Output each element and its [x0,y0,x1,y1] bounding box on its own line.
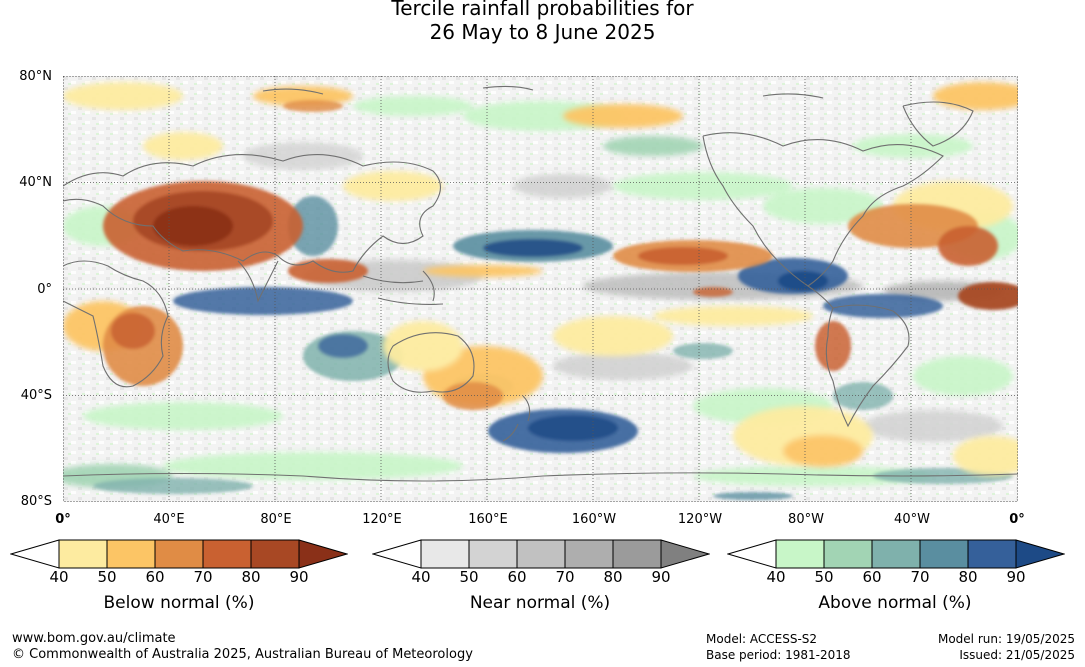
lon-label-120e: 120°E [362,512,402,527]
lon-label-0-right: 0° [1009,512,1025,527]
rainfall-probability-map [63,76,1018,502]
near-normal-swatch-2 [468,539,518,569]
lon-label-160w: 160°W [571,512,617,527]
footer-url: www.bom.gov.au/climate [12,631,176,646]
below-normal-title: Below normal (%) [103,593,255,613]
lat-label-80n: 80°N [19,69,52,84]
near-normal-arrow-low [372,539,422,569]
lon-label-80e: 80°E [260,512,292,527]
above-normal-tick-label: 50 [814,568,834,586]
below-normal-tick-label: 50 [97,568,117,586]
lon-label-0-left: 0° [55,512,71,527]
near-normal-tick-label: 80 [603,568,623,586]
below-normal-tick-label: 40 [49,568,69,586]
below-normal-swatch-2 [106,539,156,569]
below-normal-swatch-4 [202,539,252,569]
above-normal-title: Above normal (%) [818,593,972,613]
near-normal-tick-label: 60 [507,568,527,586]
near-normal-colorbar-graphic [372,539,710,569]
above-normal-colorbar-graphic [727,539,1065,569]
lon-label-120w: 120°W [677,512,723,527]
footer-copyright: © Commonwealth of Australia 2025, Austra… [12,647,473,662]
below-normal-arrow-high [298,539,348,569]
lon-label-40e: 40°E [153,512,185,527]
below-normal-colorbar-graphic [10,539,348,569]
below-normal-tick-label: 70 [193,568,213,586]
above-normal-tick-label: 60 [862,568,882,586]
footer-issued: Issued: 21/05/2025 [959,648,1075,662]
below-normal-swatch-5 [250,539,300,569]
near-normal-tick-label: 90 [651,568,671,586]
below-normal-tick-label: 90 [289,568,309,586]
above-normal-tick-label: 80 [958,568,978,586]
near-normal-swatch-1 [420,539,470,569]
lat-label-equator: 0° [37,282,52,297]
map-title: Tercile rainfall probabilities for 26 Ma… [0,0,1085,44]
footer-model: Model: ACCESS-S2 [706,632,818,646]
lat-label-80s: 80°S [20,494,52,509]
lat-label-40s: 40°S [20,388,52,403]
near-normal-title: Near normal (%) [469,593,611,613]
near-normal-tick-label: 70 [555,568,575,586]
graticule [63,76,1018,502]
above-normal-arrow-high [1015,539,1065,569]
below-normal-tick-label: 60 [145,568,165,586]
near-normal-swatch-4 [564,539,614,569]
below-normal-swatch-1 [58,539,108,569]
above-normal-swatch-1 [775,539,825,569]
near-normal-arrow-high [660,539,710,569]
lon-label-40w: 40°W [894,512,930,527]
above-normal-swatch-4 [919,539,969,569]
below-normal-arrow-low [10,539,60,569]
lat-label-40n: 40°N [19,175,52,190]
near-normal-tick-label: 40 [411,568,431,586]
below-normal-tick-label: 80 [241,568,261,586]
lon-label-80w: 80°W [788,512,824,527]
above-normal-tick-label: 90 [1006,568,1026,586]
title-line-2: 26 May to 8 June 2025 [429,20,656,44]
coastlines [63,85,1018,482]
near-normal-swatch-5 [612,539,662,569]
footer-base-period: Base period: 1981-2018 [706,648,851,662]
near-normal-tick-label: 50 [459,568,479,586]
title-line-1: Tercile rainfall probabilities for [391,0,694,20]
above-normal-tick-label: 70 [910,568,930,586]
below-normal-strong-areas [103,100,1018,410]
above-normal-swatch-5 [967,539,1017,569]
above-normal-tick-label: 40 [766,568,786,586]
above-normal-arrow-low [727,539,777,569]
map-graphic [63,76,1018,502]
above-normal-swatch-2 [823,539,873,569]
footer-model-run: Model run: 19/05/2025 [937,632,1075,646]
near-normal-swatch-3 [516,539,566,569]
above-normal-swatch-3 [871,539,921,569]
below-normal-swatch-3 [154,539,204,569]
lon-label-160e: 160°E [468,512,508,527]
